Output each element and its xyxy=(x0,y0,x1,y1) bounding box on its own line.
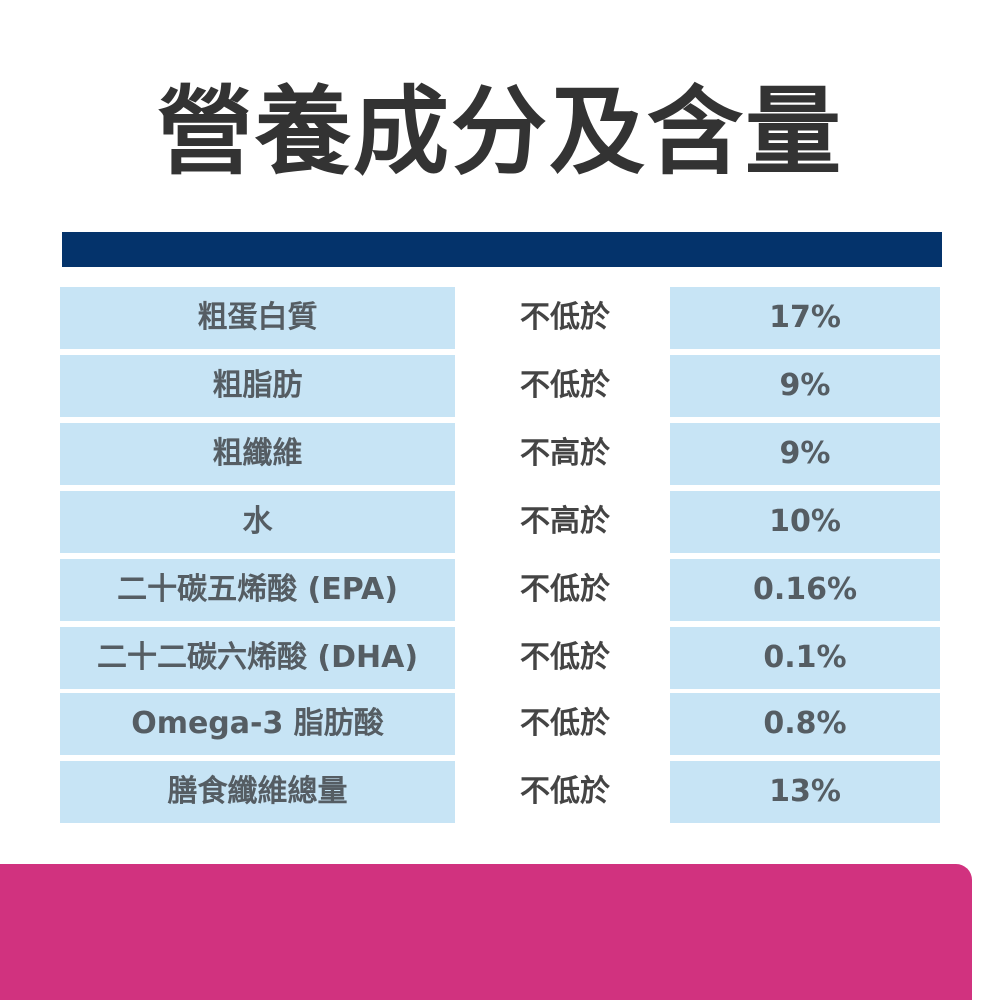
table-header-bar xyxy=(62,232,942,267)
nutrient-cell: 膳食纖維總量 xyxy=(60,761,455,823)
value-cell: 0.16% xyxy=(670,559,940,621)
condition-cell: 不低於 xyxy=(520,572,610,607)
table-row: 二十二碳六烯酸 (DHA) 不低於 0.1% xyxy=(60,627,940,689)
condition-cell: 不低於 xyxy=(520,368,610,403)
condition-cell: 不低於 xyxy=(520,706,610,741)
footer-block xyxy=(0,864,972,1000)
value-cell: 17% xyxy=(670,287,940,349)
table-row: 膳食纖維總量 不低於 13% xyxy=(60,761,940,823)
table-row: 粗脂肪 不低於 9% xyxy=(60,355,940,417)
condition-cell: 不低於 xyxy=(520,300,610,335)
nutrient-cell: 水 xyxy=(60,491,455,553)
table-row: 粗蛋白質 不低於 17% xyxy=(60,287,940,349)
nutrient-cell: 二十碳五烯酸 (EPA) xyxy=(60,559,455,621)
nutrient-cell: 粗蛋白質 xyxy=(60,287,455,349)
value-cell: 10% xyxy=(670,491,940,553)
nutrient-cell: 粗纖維 xyxy=(60,423,455,485)
nutrient-cell: 粗脂肪 xyxy=(60,355,455,417)
value-cell: 13% xyxy=(670,761,940,823)
nutrient-cell: 二十二碳六烯酸 (DHA) xyxy=(60,627,455,689)
table-row: 水 不高於 10% xyxy=(60,491,940,553)
condition-cell: 不低於 xyxy=(520,640,610,675)
table-row: Omega-3 脂肪酸 不低於 0.8% xyxy=(60,693,940,755)
value-cell: 9% xyxy=(670,423,940,485)
page-title: 營養成分及含量 xyxy=(157,76,843,188)
table-row: 粗纖維 不高於 9% xyxy=(60,423,940,485)
value-cell: 9% xyxy=(670,355,940,417)
nutrient-cell: Omega-3 脂肪酸 xyxy=(60,693,455,755)
value-cell: 0.1% xyxy=(670,627,940,689)
value-cell: 0.8% xyxy=(670,693,940,755)
table-row: 二十碳五烯酸 (EPA) 不低於 0.16% xyxy=(60,559,940,621)
condition-cell: 不高於 xyxy=(520,436,610,471)
condition-cell: 不高於 xyxy=(520,504,610,539)
condition-cell: 不低於 xyxy=(520,774,610,809)
